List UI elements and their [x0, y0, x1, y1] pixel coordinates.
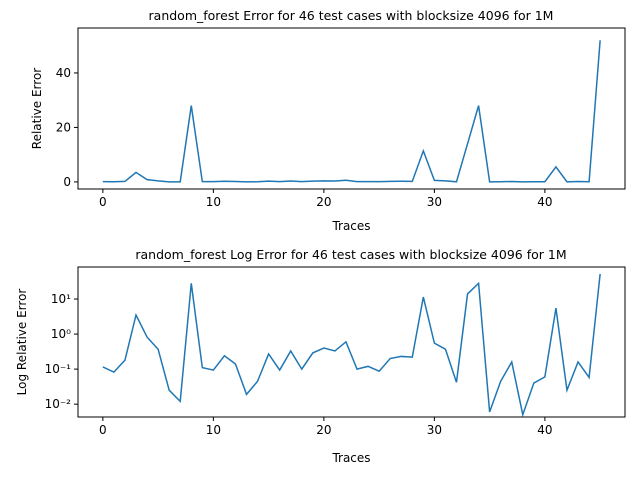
axes-frame — [77, 266, 626, 418]
chart-title: random_forest Log Error for 46 test case… — [135, 247, 566, 262]
y-tick-label: 10⁻¹ — [45, 362, 72, 376]
y-axis-label: Log Relative Error — [15, 289, 29, 396]
axes-frame — [77, 27, 626, 190]
y-tick-label: 10⁰ — [51, 327, 71, 341]
x-tick-label: 30 — [427, 195, 442, 209]
x-tick-label: 30 — [427, 423, 442, 437]
y-tick-label: 20 — [56, 120, 71, 134]
data-line — [102, 273, 601, 418]
chart-title: random_forest Error for 46 test cases wi… — [149, 8, 554, 23]
x-tick-label: 10 — [206, 423, 221, 437]
y-axis-label: Relative Error — [30, 68, 44, 150]
y-tick-label: 0 — [63, 175, 71, 189]
x-tick-label: 10 — [206, 195, 221, 209]
x-tick-label: 0 — [99, 423, 107, 437]
data-line — [102, 40, 601, 183]
x-axis-label: Traces — [331, 219, 370, 233]
y-tick-label: 10¹ — [51, 292, 71, 306]
x-axis-label: Traces — [331, 451, 370, 465]
x-tick-label: 40 — [537, 195, 552, 209]
x-tick-label: 20 — [316, 195, 331, 209]
x-tick-label: 20 — [316, 423, 331, 437]
y-tick-label: 10⁻² — [45, 397, 72, 411]
x-tick-label: 0 — [99, 195, 107, 209]
x-tick-label: 40 — [537, 423, 552, 437]
y-tick-label: 40 — [56, 66, 71, 80]
